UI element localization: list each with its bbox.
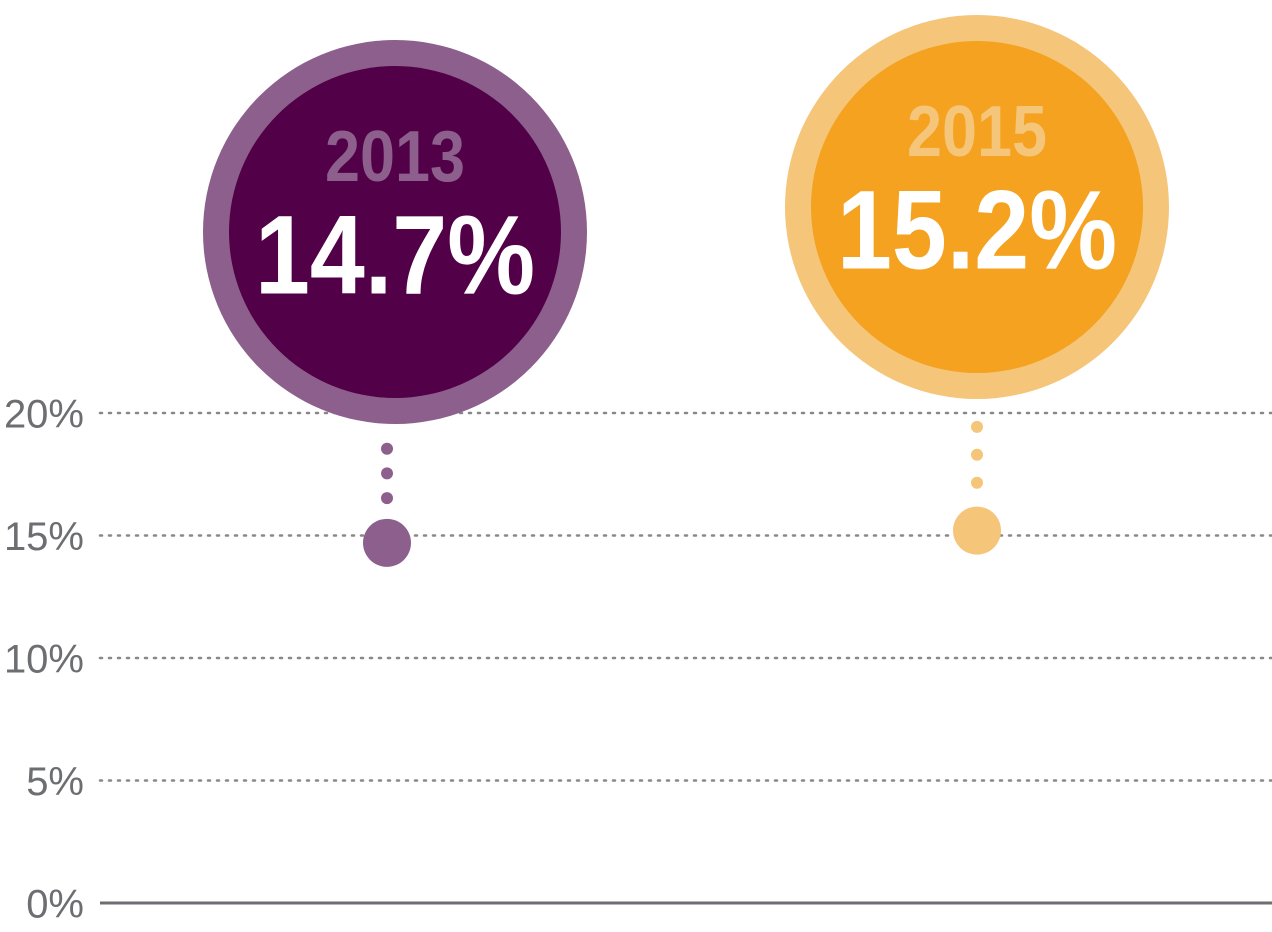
value-label: 15.2% — [837, 168, 1117, 293]
dot — [953, 506, 1001, 555]
dot — [363, 518, 411, 567]
connector-dot — [971, 420, 983, 433]
y-tick-label: 20% — [4, 393, 84, 437]
y-tick-label: 10% — [4, 638, 84, 682]
y-tick-label: 5% — [26, 760, 84, 804]
y-tick-label: 15% — [4, 515, 84, 559]
bubble-inner — [229, 66, 561, 398]
value-label: 14.7% — [255, 193, 535, 318]
connector-dot — [381, 442, 393, 455]
connector-dot — [971, 448, 983, 461]
y-tick-label: 0% — [26, 883, 84, 927]
year-label: 2013 — [325, 117, 465, 197]
year-label: 2015 — [907, 92, 1047, 172]
bubble-inner — [811, 41, 1143, 373]
connector-dot — [381, 467, 393, 480]
connector-dot — [381, 492, 393, 505]
connector-dot — [971, 476, 983, 489]
